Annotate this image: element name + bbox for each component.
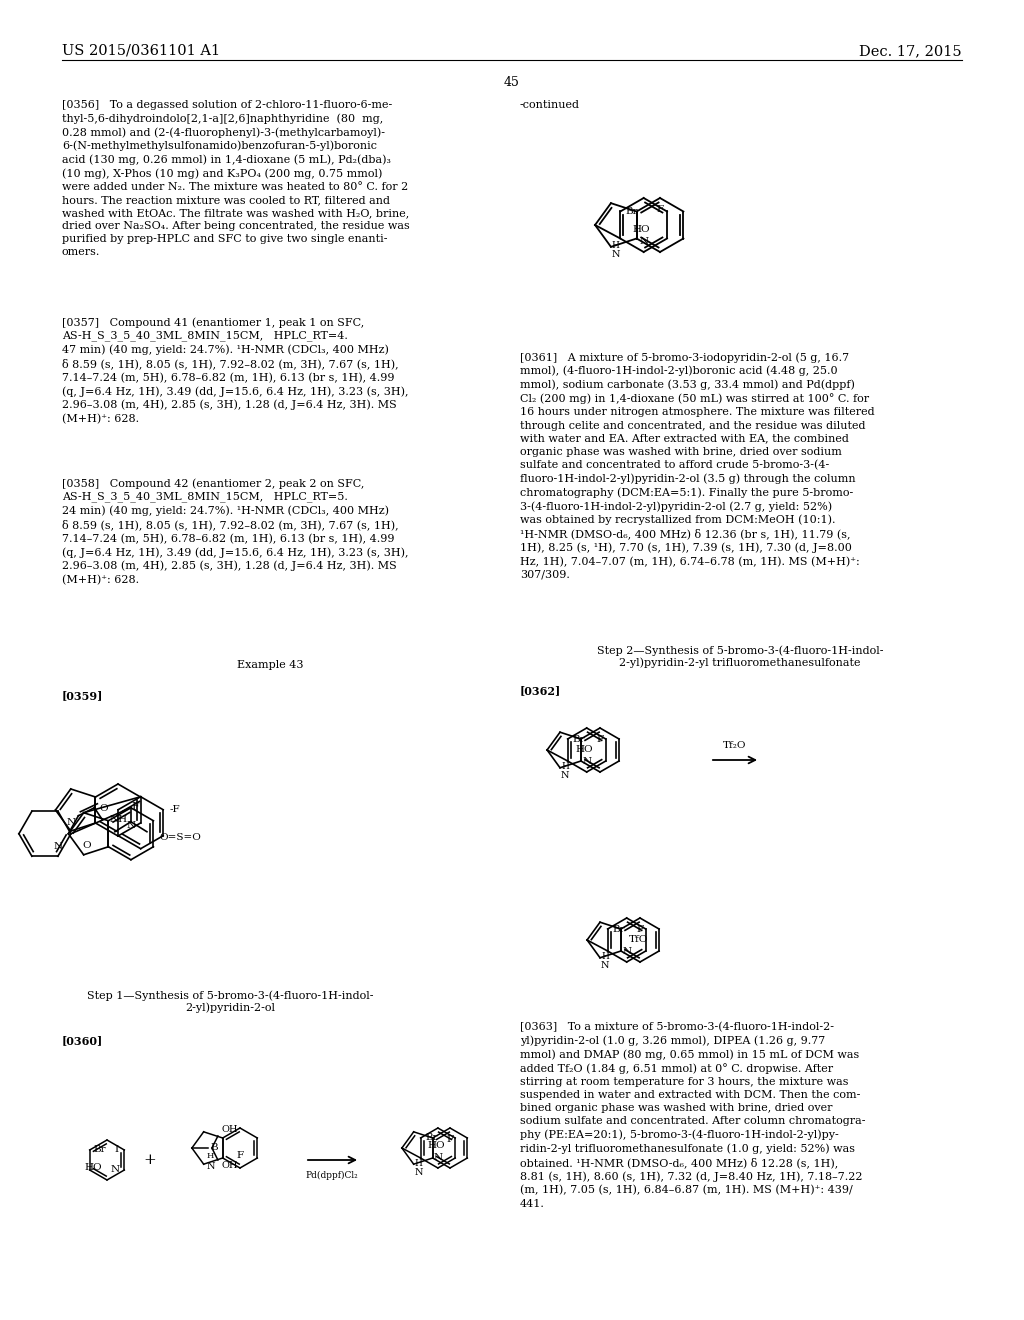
Text: N: N xyxy=(111,1166,120,1175)
Text: B: B xyxy=(210,1143,218,1152)
Text: NH: NH xyxy=(110,816,128,824)
Text: I: I xyxy=(115,1146,119,1155)
Text: [0358]   Compound 42 (enantiomer 2, peak 2 on SFC,
AS-H_S_3_5_40_3ML_8MIN_15CM, : [0358] Compound 42 (enantiomer 2, peak 2… xyxy=(62,478,409,585)
Text: N: N xyxy=(561,771,569,780)
Text: N: N xyxy=(623,948,631,957)
Text: -F: -F xyxy=(169,805,180,814)
Text: N: N xyxy=(582,758,591,767)
Text: TfO: TfO xyxy=(629,936,648,945)
Text: F: F xyxy=(132,803,139,812)
Text: F: F xyxy=(237,1151,244,1160)
Text: Tf₂O: Tf₂O xyxy=(723,741,746,750)
Text: US 2015/0361101 A1: US 2015/0361101 A1 xyxy=(62,44,220,58)
Text: N: N xyxy=(126,821,135,830)
Text: 45: 45 xyxy=(504,77,520,88)
Text: HO: HO xyxy=(84,1163,102,1172)
Text: H: H xyxy=(415,1159,423,1168)
Text: F: F xyxy=(656,205,664,214)
Text: Dec. 17, 2015: Dec. 17, 2015 xyxy=(859,44,962,58)
Text: H: H xyxy=(612,242,620,251)
Text: [0361]   A mixture of 5-bromo-3-iodopyridin-2-ol (5 g, 16.7
mmol), (4-fluoro-1H-: [0361] A mixture of 5-bromo-3-iodopyridi… xyxy=(520,352,874,579)
Text: O: O xyxy=(82,841,91,850)
Text: F: F xyxy=(446,1134,454,1143)
Text: N: N xyxy=(53,842,62,851)
Text: [0362]: [0362] xyxy=(520,685,561,696)
Text: O=S=O: O=S=O xyxy=(159,833,201,842)
Text: Br: Br xyxy=(612,924,626,933)
Text: Br: Br xyxy=(572,734,586,743)
Text: HO: HO xyxy=(427,1142,444,1151)
Text: Br: Br xyxy=(93,1146,106,1155)
Text: Br: Br xyxy=(426,1134,438,1143)
Text: +: + xyxy=(143,1152,157,1167)
Text: [0359]: [0359] xyxy=(62,690,103,701)
Text: Step 2—Synthesis of 5-bromo-3-(4-fluoro-1H-indol-
2-yl)pyridin-2-yl trifluoromet: Step 2—Synthesis of 5-bromo-3-(4-fluoro-… xyxy=(597,645,884,668)
Text: -continued: -continued xyxy=(520,100,580,110)
Text: HO: HO xyxy=(575,746,594,755)
Text: Br: Br xyxy=(626,207,638,216)
Text: H: H xyxy=(601,952,609,961)
Text: N: N xyxy=(433,1154,442,1163)
Text: N: N xyxy=(415,1168,423,1176)
Text: Step 1—Synthesis of 5-bromo-3-(4-fluoro-1H-indol-
2-yl)pyridin-2-ol: Step 1—Synthesis of 5-bromo-3-(4-fluoro-… xyxy=(87,990,374,1012)
Text: N: N xyxy=(612,251,621,259)
Text: N: N xyxy=(207,1162,215,1171)
Text: N: N xyxy=(67,817,76,826)
Text: H: H xyxy=(207,1152,214,1160)
Text: OH: OH xyxy=(222,1126,239,1134)
Text: F: F xyxy=(596,734,603,743)
Text: [0360]: [0360] xyxy=(62,1035,103,1045)
Text: Example 43: Example 43 xyxy=(237,660,303,671)
Text: [0356]   To a degassed solution of 2-chloro-11-fluoro-6-me-
thyl-5,6-dihydroindo: [0356] To a degassed solution of 2-chlor… xyxy=(62,100,410,257)
Text: HO: HO xyxy=(633,226,650,235)
Text: Pd(dppf)Cl₂: Pd(dppf)Cl₂ xyxy=(305,1171,358,1180)
Text: O: O xyxy=(99,804,108,813)
Text: OH: OH xyxy=(222,1162,239,1171)
Text: H: H xyxy=(561,762,569,771)
Text: N: N xyxy=(639,238,648,247)
Text: [0363]   To a mixture of 5-bromo-3-(4-fluoro-1H-indol-2-
yl)pyridin-2-ol (1.0 g,: [0363] To a mixture of 5-bromo-3-(4-fluo… xyxy=(520,1022,865,1209)
Text: [0357]   Compound 41 (enantiomer 1, peak 1 on SFC,
AS-H_S_3_5_40_3ML_8MIN_15CM, : [0357] Compound 41 (enantiomer 1, peak 1… xyxy=(62,317,409,424)
Text: F: F xyxy=(637,924,643,933)
Text: N: N xyxy=(601,961,609,970)
